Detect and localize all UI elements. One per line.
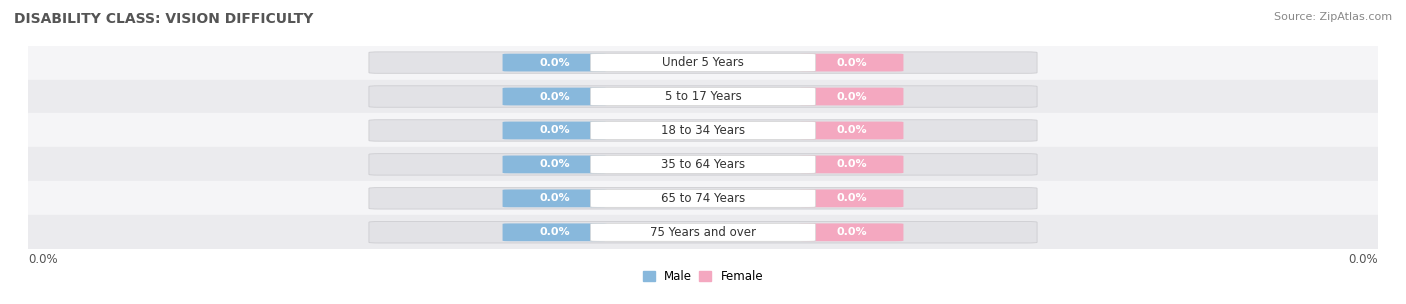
FancyBboxPatch shape xyxy=(368,222,1038,243)
FancyBboxPatch shape xyxy=(368,52,1038,73)
Text: 0.0%: 0.0% xyxy=(837,126,866,136)
Text: 0.0%: 0.0% xyxy=(540,126,569,136)
Text: 0.0%: 0.0% xyxy=(837,193,866,203)
Text: 0.0%: 0.0% xyxy=(28,253,58,266)
FancyBboxPatch shape xyxy=(502,189,606,207)
FancyBboxPatch shape xyxy=(591,88,815,105)
FancyBboxPatch shape xyxy=(502,156,606,173)
FancyBboxPatch shape xyxy=(368,154,1038,175)
Text: Under 5 Years: Under 5 Years xyxy=(662,56,744,69)
Bar xyxy=(28,215,1378,249)
Text: 75 Years and over: 75 Years and over xyxy=(650,226,756,239)
Text: 0.0%: 0.0% xyxy=(837,227,866,237)
FancyBboxPatch shape xyxy=(502,223,606,241)
Bar xyxy=(28,147,1378,181)
Text: 0.0%: 0.0% xyxy=(837,92,866,102)
FancyBboxPatch shape xyxy=(800,88,904,105)
FancyBboxPatch shape xyxy=(502,54,606,71)
FancyBboxPatch shape xyxy=(800,156,904,173)
Text: 0.0%: 0.0% xyxy=(540,159,569,169)
FancyBboxPatch shape xyxy=(368,120,1038,141)
FancyBboxPatch shape xyxy=(800,54,904,71)
FancyBboxPatch shape xyxy=(591,122,815,139)
Text: DISABILITY CLASS: VISION DIFFICULTY: DISABILITY CLASS: VISION DIFFICULTY xyxy=(14,12,314,26)
Bar xyxy=(28,181,1378,215)
Text: 0.0%: 0.0% xyxy=(540,193,569,203)
FancyBboxPatch shape xyxy=(800,189,904,207)
Bar xyxy=(28,80,1378,113)
Legend: Male, Female: Male, Female xyxy=(638,266,768,288)
FancyBboxPatch shape xyxy=(591,189,815,207)
Text: 0.0%: 0.0% xyxy=(540,57,569,67)
FancyBboxPatch shape xyxy=(591,54,815,71)
Text: 65 to 74 Years: 65 to 74 Years xyxy=(661,192,745,205)
Bar xyxy=(28,113,1378,147)
FancyBboxPatch shape xyxy=(368,86,1038,107)
FancyBboxPatch shape xyxy=(800,122,904,139)
Text: Source: ZipAtlas.com: Source: ZipAtlas.com xyxy=(1274,12,1392,22)
Text: 0.0%: 0.0% xyxy=(540,92,569,102)
FancyBboxPatch shape xyxy=(591,156,815,173)
FancyBboxPatch shape xyxy=(800,223,904,241)
Text: 0.0%: 0.0% xyxy=(540,227,569,237)
Text: 0.0%: 0.0% xyxy=(837,159,866,169)
Text: 18 to 34 Years: 18 to 34 Years xyxy=(661,124,745,137)
Text: 0.0%: 0.0% xyxy=(837,57,866,67)
Text: 0.0%: 0.0% xyxy=(1348,253,1378,266)
Text: 35 to 64 Years: 35 to 64 Years xyxy=(661,158,745,171)
FancyBboxPatch shape xyxy=(502,122,606,139)
FancyBboxPatch shape xyxy=(591,223,815,241)
Bar xyxy=(28,46,1378,80)
FancyBboxPatch shape xyxy=(368,188,1038,209)
FancyBboxPatch shape xyxy=(502,88,606,105)
Text: 5 to 17 Years: 5 to 17 Years xyxy=(665,90,741,103)
